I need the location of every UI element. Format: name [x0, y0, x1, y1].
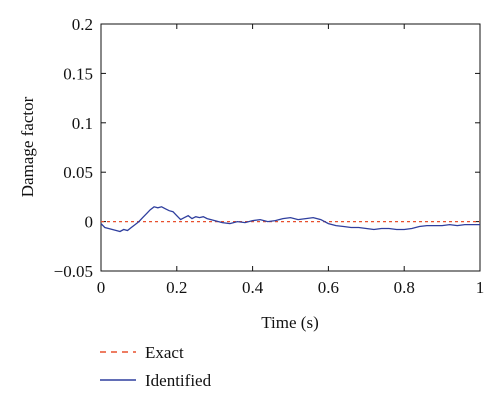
y-tick-label: 0 — [85, 213, 94, 232]
x-tick-label: 1 — [476, 278, 485, 297]
y-tick-label: 0.15 — [63, 64, 93, 83]
x-tick-label: 0 — [97, 278, 106, 297]
legend-label-exact: Exact — [145, 343, 184, 362]
x-tick-label: 0.4 — [242, 278, 264, 297]
y-axis-label: Damage factor — [18, 96, 37, 197]
x-tick-label: 0.8 — [394, 278, 415, 297]
x-tick-label: 0.6 — [318, 278, 339, 297]
x-axis-label: Time (s) — [261, 313, 318, 332]
y-axis-ticks: −0.05 0 0.05 0.1 0.15 0.2 — [54, 15, 480, 281]
x-tick-label: 0.2 — [166, 278, 187, 297]
y-tick-label: 0.1 — [72, 114, 93, 133]
x-axis-ticks: 0 0.2 0.4 0.6 0.8 1 — [97, 24, 485, 297]
legend-label-identified: Identified — [145, 371, 212, 390]
legend: Exact Identified — [100, 343, 212, 390]
plot-frame — [100, 23, 481, 272]
y-tick-label: −0.05 — [54, 262, 93, 281]
y-tick-label: 0.05 — [63, 163, 93, 182]
y-tick-label: 0.2 — [72, 15, 93, 34]
series-layer — [100, 206, 480, 233]
series-line-identified — [100, 206, 480, 233]
